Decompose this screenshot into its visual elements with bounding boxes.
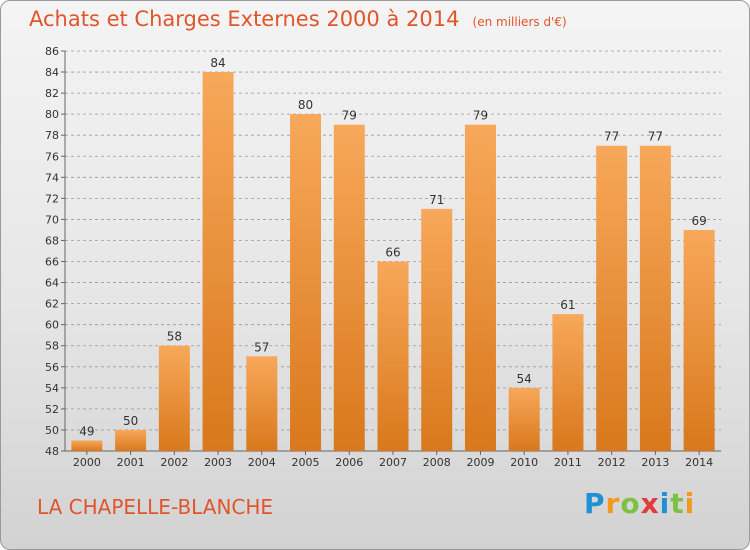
y-tick-label: 82: [45, 87, 59, 100]
y-tick-label: 60: [45, 319, 59, 332]
bar: [246, 356, 278, 451]
commune-name: LA CHAPELLE-BLANCHE: [37, 495, 274, 519]
x-tick-label: 2002: [160, 456, 188, 469]
bar-value-label: 61: [560, 298, 575, 312]
y-tick-label: 72: [45, 192, 59, 205]
bar-value-label: 80: [298, 98, 313, 112]
logo-letter: t: [670, 487, 685, 520]
y-tick-label: 76: [45, 150, 59, 163]
bar: [552, 314, 584, 451]
bar: [158, 345, 190, 451]
bar-value-label: 77: [648, 130, 663, 144]
x-tick-label: 2011: [554, 456, 582, 469]
x-tick-label: 2001: [117, 456, 145, 469]
x-tick-label: 2003: [204, 456, 232, 469]
x-tick-label: 2008: [423, 456, 451, 469]
bar: [290, 114, 322, 451]
x-tick-label: 2004: [248, 456, 276, 469]
y-tick-label: 54: [45, 382, 59, 395]
y-tick-label: 84: [45, 66, 59, 79]
x-tick-label: 2006: [335, 456, 363, 469]
bar-value-label: 79: [473, 109, 488, 123]
x-tick-label: 2007: [379, 456, 407, 469]
y-tick-label: 68: [45, 234, 59, 247]
x-tick-label: 2012: [598, 456, 626, 469]
y-tick-label: 74: [45, 171, 59, 184]
bar-value-label: 58: [167, 330, 182, 344]
chart-title-block: Achats et Charges Externes 2000 à 2014 (…: [29, 7, 567, 31]
bar-value-label: 84: [210, 56, 225, 70]
logo-letter: x: [640, 487, 660, 520]
chart-title: Achats et Charges Externes 2000 à 2014: [29, 7, 460, 31]
bar-value-label: 71: [429, 193, 444, 207]
bar-value-label: 49: [79, 424, 94, 438]
x-tick-label: 2000: [73, 456, 101, 469]
logo-letter: i: [659, 487, 671, 520]
x-tick-label: 2013: [641, 456, 669, 469]
y-tick-label: 70: [45, 213, 59, 226]
logo-letter: P: [584, 487, 606, 520]
y-tick-label: 78: [45, 129, 59, 142]
bar: [596, 145, 628, 451]
bar: [464, 124, 496, 452]
y-tick-label: 58: [45, 340, 59, 353]
bar-value-label: 50: [123, 414, 138, 428]
x-tick-label: 2009: [466, 456, 494, 469]
bar: [377, 261, 409, 451]
x-tick-label: 2010: [510, 456, 538, 469]
y-tick-label: 64: [45, 277, 59, 290]
bar: [115, 429, 147, 451]
y-tick-label: 86: [45, 45, 59, 58]
bar: [71, 440, 103, 451]
bar-value-label: 54: [517, 372, 532, 386]
chart-subtitle: (en milliers d'€): [472, 15, 567, 29]
y-tick-label: 80: [45, 108, 59, 121]
bar-value-label: 57: [254, 340, 269, 354]
bar-value-label: 66: [385, 246, 400, 260]
bar-value-label: 79: [342, 109, 357, 123]
bar-value-label: 77: [604, 130, 619, 144]
logo-letter: o: [620, 487, 641, 520]
bar: [508, 387, 540, 451]
bar: [683, 229, 715, 451]
bar: [421, 208, 453, 451]
bar: [202, 72, 234, 451]
x-tick-label: 2005: [292, 456, 320, 469]
y-tick-label: 62: [45, 298, 59, 311]
logo-letter: i: [684, 487, 696, 520]
x-tick-label: 2014: [685, 456, 713, 469]
y-tick-label: 56: [45, 361, 59, 374]
y-tick-label: 50: [45, 424, 59, 437]
bar: [333, 124, 365, 452]
y-tick-label: 52: [45, 403, 59, 416]
y-tick-label: 48: [45, 445, 59, 458]
proxiti-logo: Proxiti: [584, 487, 695, 520]
bar: [639, 145, 671, 451]
logo-letter: r: [605, 487, 621, 520]
bar-value-label: 69: [691, 214, 706, 228]
y-tick-label: 66: [45, 256, 59, 269]
